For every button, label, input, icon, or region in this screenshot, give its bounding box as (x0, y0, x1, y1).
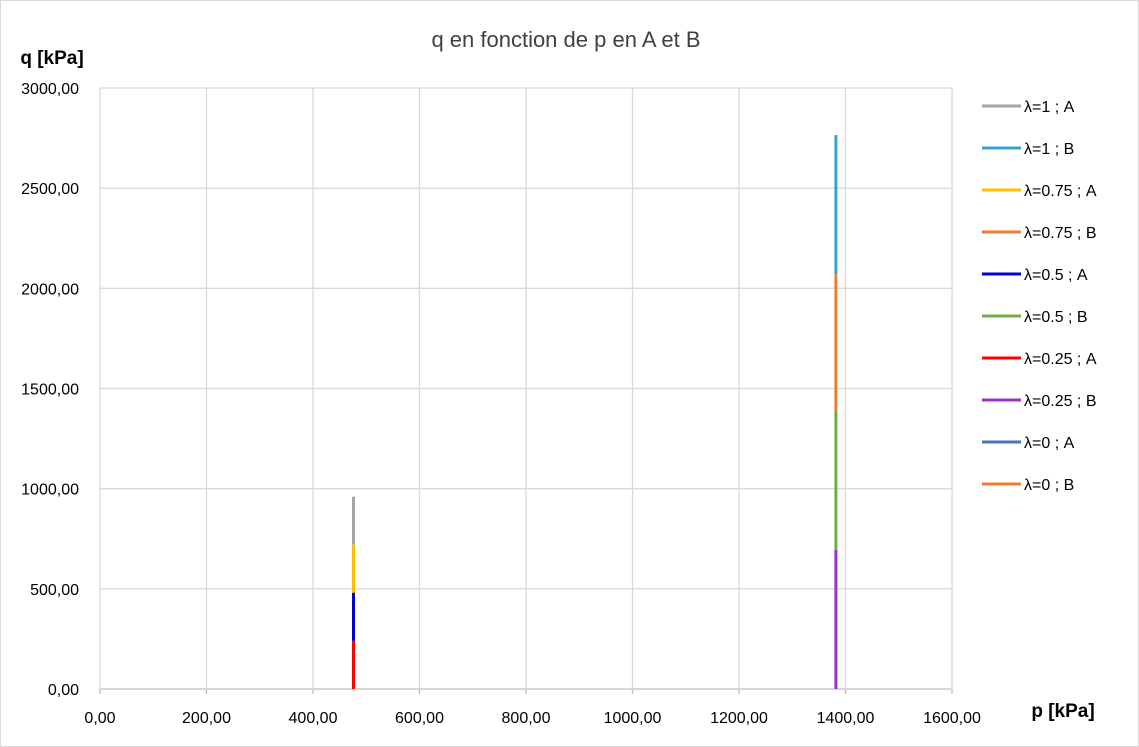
axis-ticks: 0,00 500,00 1000,00 1500,00 2000,00 2500,00 30… (21, 81, 981, 727)
legend-entry-label: λ=0.25 ; B (1024, 393, 1097, 410)
x-tick-label: 200,00 (182, 710, 231, 727)
y-tick-label: 2500,00 (21, 181, 79, 198)
series-lines (352, 135, 838, 689)
x-tick-label: 1200,00 (710, 710, 768, 727)
x-tick-label: 400,00 (289, 710, 338, 727)
x-tick-label: 1400,00 (817, 710, 875, 727)
y-tick-label: 1000,00 (21, 482, 79, 499)
legend-entry-label: λ=1 ; B (1024, 141, 1074, 158)
x-tick-label: 0,00 (84, 710, 115, 727)
legend-entry-label: λ=0.25 ; A (1024, 351, 1097, 368)
legend-entry-label: λ=0.75 ; B (1024, 225, 1097, 242)
legend-entry-label: λ=0.5 ; A (1024, 267, 1088, 284)
legend-entry-label: λ=0.5 ; B (1024, 309, 1088, 326)
x-axis-title: p [kPa] (1031, 701, 1094, 722)
x-tick-label: 600,00 (395, 710, 444, 727)
legend-entry-label: λ=0 ; A (1024, 435, 1075, 452)
legend-entry-label: λ=0 ; B (1024, 477, 1074, 494)
y-tick-label: 2000,00 (21, 281, 79, 298)
y-tick-label: 1500,00 (21, 382, 79, 399)
y-axis-title: q [kPa] (20, 48, 83, 69)
chart-title: q en fonction de p en A et B (431, 27, 700, 52)
legend-entry-label: λ=1 ; A (1024, 99, 1075, 116)
y-tick-label: 3000,00 (21, 81, 79, 98)
x-tick-label: 800,00 (502, 710, 551, 727)
y-tick-label: 500,00 (30, 582, 79, 599)
grid-lines (99, 87, 953, 690)
x-tick-label: 1600,00 (923, 710, 981, 727)
legend-entry-label: λ=0.75 ; A (1024, 183, 1097, 200)
y-tick-label: 0,00 (48, 682, 79, 699)
legend: λ=1 ; A λ=1 ; B λ=0.75 ; A λ=0.75 ; B λ=0.5 … (982, 99, 1097, 494)
x-tick-label: 1000,00 (604, 710, 662, 727)
